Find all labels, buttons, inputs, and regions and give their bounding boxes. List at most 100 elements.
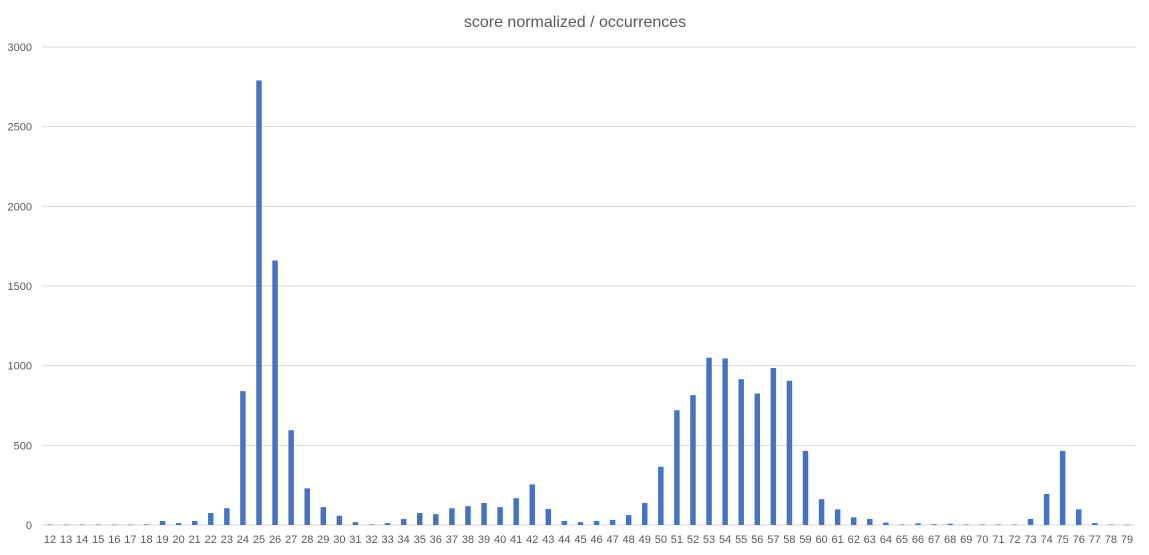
x-tick-label: 60 bbox=[815, 534, 827, 546]
bar-65 bbox=[899, 524, 905, 526]
bar-19 bbox=[159, 521, 166, 525]
x-tick-label: 57 bbox=[767, 534, 779, 546]
bar-22 bbox=[208, 513, 214, 525]
x-tick-label: 27 bbox=[285, 534, 297, 546]
bar-73 bbox=[1027, 518, 1034, 525]
y-tick-label: 0 bbox=[26, 520, 32, 532]
bar-41 bbox=[513, 498, 519, 525]
y-axis-tick-labels: 0 500 1000 1500 2000 2500 3000 bbox=[8, 42, 32, 532]
bar-29 bbox=[320, 507, 327, 525]
bar-59 bbox=[802, 450, 809, 525]
bar-25 bbox=[256, 80, 262, 526]
bar-28 bbox=[304, 488, 310, 525]
bar-13 bbox=[63, 524, 69, 526]
bar-45 bbox=[577, 522, 584, 525]
bar-37 bbox=[449, 508, 455, 525]
x-tick-label: 25 bbox=[253, 534, 265, 546]
x-tick-label: 53 bbox=[703, 534, 715, 546]
x-tick-label: 69 bbox=[960, 534, 972, 546]
x-tick-label: 15 bbox=[92, 534, 104, 546]
gridlines bbox=[42, 46, 1135, 526]
x-tick-label: 40 bbox=[494, 534, 506, 546]
bar-24 bbox=[240, 391, 246, 525]
bar-31 bbox=[352, 522, 359, 525]
bar-79 bbox=[1124, 524, 1130, 526]
x-axis-tick-labels: 12 13 14 15 16 17 18 19 20 21 22 23 24 25 26 27 28 29 30 31… bbox=[44, 534, 1133, 546]
x-tick-label: 31 bbox=[349, 534, 361, 546]
bar-72 bbox=[1011, 524, 1018, 526]
x-tick-label: 46 bbox=[590, 534, 602, 546]
bar-68 bbox=[947, 523, 953, 525]
x-tick-label: 58 bbox=[783, 534, 795, 546]
bar-26 bbox=[272, 260, 278, 525]
bar-44 bbox=[561, 521, 568, 525]
x-tick-label: 62 bbox=[848, 534, 860, 546]
x-tick-label: 28 bbox=[301, 534, 313, 546]
x-tick-label: 19 bbox=[156, 534, 168, 546]
x-tick-label: 39 bbox=[478, 534, 490, 546]
bar-69 bbox=[963, 524, 969, 526]
x-tick-label: 14 bbox=[76, 534, 88, 546]
x-tick-label: 33 bbox=[381, 534, 393, 546]
bar-60 bbox=[818, 499, 825, 525]
x-tick-label: 68 bbox=[944, 534, 956, 546]
bar-20 bbox=[175, 523, 182, 525]
bar-17 bbox=[127, 524, 134, 526]
bar-50 bbox=[658, 466, 664, 525]
bar-77 bbox=[1092, 523, 1098, 525]
bar-39 bbox=[481, 503, 487, 525]
x-tick-label: 79 bbox=[1121, 534, 1133, 546]
chart-title: score normalized / occurrences bbox=[464, 14, 686, 31]
bar-21 bbox=[191, 521, 198, 525]
x-tick-label: 49 bbox=[639, 534, 651, 546]
x-tick-label: 45 bbox=[574, 534, 586, 546]
x-tick-label: 38 bbox=[462, 534, 474, 546]
x-tick-label: 52 bbox=[687, 534, 699, 546]
y-tick-label: 2500 bbox=[8, 122, 32, 134]
bar-63 bbox=[867, 518, 873, 525]
x-tick-label: 73 bbox=[1024, 534, 1036, 546]
bar-18 bbox=[143, 524, 150, 525]
x-tick-label: 59 bbox=[799, 534, 811, 546]
x-tick-label: 55 bbox=[735, 534, 747, 546]
bar-57 bbox=[770, 368, 777, 525]
bar-27 bbox=[288, 430, 294, 525]
x-tick-label: 37 bbox=[446, 534, 458, 546]
y-tick-label: 1500 bbox=[8, 281, 32, 293]
x-tick-label: 78 bbox=[1105, 534, 1117, 546]
x-tick-label: 23 bbox=[221, 534, 233, 546]
bar-40 bbox=[497, 507, 503, 525]
x-tick-label: 51 bbox=[671, 534, 683, 546]
y-tick-label: 500 bbox=[14, 440, 32, 452]
bar-32 bbox=[368, 524, 375, 525]
bar-12 bbox=[47, 524, 53, 526]
y-tick-label: 3000 bbox=[8, 42, 32, 54]
x-tick-label: 47 bbox=[606, 534, 618, 546]
bar-74 bbox=[1043, 493, 1050, 525]
bar-33 bbox=[384, 523, 391, 525]
x-tick-label: 41 bbox=[510, 534, 522, 546]
x-tick-label: 70 bbox=[976, 534, 988, 546]
x-tick-label: 54 bbox=[719, 534, 731, 546]
bar-71 bbox=[995, 524, 1002, 526]
x-tick-label: 17 bbox=[124, 534, 136, 546]
bar-52 bbox=[690, 395, 696, 525]
bar-34 bbox=[400, 518, 407, 525]
bar-47 bbox=[609, 519, 616, 525]
x-tick-label: 75 bbox=[1057, 534, 1069, 546]
x-tick-label: 77 bbox=[1089, 534, 1101, 546]
x-tick-label: 61 bbox=[832, 534, 844, 546]
bar-48 bbox=[625, 515, 632, 525]
x-tick-label: 44 bbox=[558, 534, 570, 546]
bar-42 bbox=[529, 484, 535, 525]
x-tick-label: 24 bbox=[237, 534, 249, 546]
bar-43 bbox=[545, 509, 552, 525]
bar-56 bbox=[754, 393, 761, 525]
x-tick-label: 26 bbox=[269, 534, 281, 546]
x-tick-label: 48 bbox=[623, 534, 635, 546]
x-tick-label: 74 bbox=[1040, 534, 1052, 546]
bar-55 bbox=[738, 379, 744, 525]
bar-70 bbox=[979, 524, 986, 526]
bar-54 bbox=[722, 358, 728, 525]
